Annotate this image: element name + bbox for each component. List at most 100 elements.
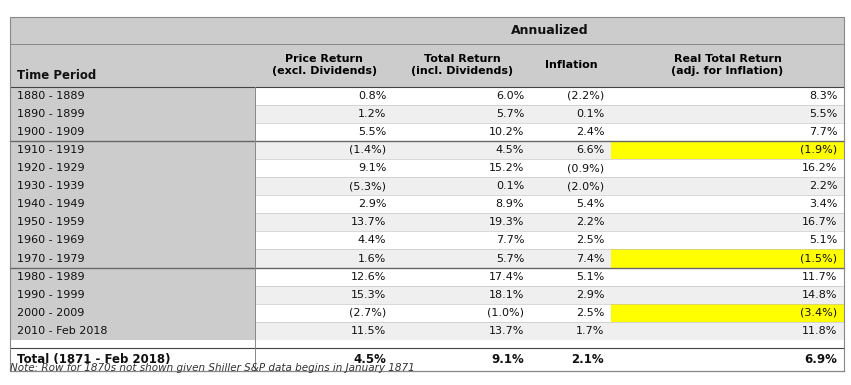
Text: 9.1%: 9.1% — [358, 163, 386, 173]
Text: 11.8%: 11.8% — [802, 326, 837, 336]
Text: 1960 - 1969: 1960 - 1969 — [17, 236, 84, 245]
Text: 2.9%: 2.9% — [358, 199, 386, 209]
Text: (1.0%): (1.0%) — [488, 308, 524, 318]
Bar — [255, 123, 844, 141]
Text: 1930 - 1939: 1930 - 1939 — [17, 181, 84, 191]
Text: 2000 - 2009: 2000 - 2009 — [17, 308, 84, 318]
Text: 18.1%: 18.1% — [488, 290, 524, 300]
Text: 1970 - 1979: 1970 - 1979 — [17, 254, 84, 263]
Text: 0.1%: 0.1% — [576, 109, 604, 119]
Text: 0.1%: 0.1% — [496, 181, 524, 191]
Text: 5.5%: 5.5% — [809, 109, 837, 119]
Bar — [611, 304, 844, 322]
Bar — [10, 87, 255, 105]
Text: (5.3%): (5.3%) — [350, 181, 386, 191]
Bar — [10, 159, 255, 177]
Text: 1980 - 1989: 1980 - 1989 — [17, 272, 84, 281]
Text: (0.9%): (0.9%) — [567, 163, 604, 173]
Text: 17.4%: 17.4% — [488, 272, 524, 281]
Bar — [255, 213, 844, 231]
Text: (3.4%): (3.4%) — [800, 308, 837, 318]
Text: 9.1%: 9.1% — [492, 353, 524, 366]
Bar — [255, 141, 844, 159]
Bar — [10, 123, 255, 141]
Text: 14.8%: 14.8% — [802, 290, 837, 300]
Text: 11.7%: 11.7% — [802, 272, 837, 281]
Bar — [10, 322, 255, 340]
Text: 19.3%: 19.3% — [488, 218, 524, 227]
Text: 1900 - 1909: 1900 - 1909 — [17, 127, 84, 137]
Bar — [10, 141, 255, 159]
Text: (1.5%): (1.5%) — [801, 254, 837, 263]
Text: 6.6%: 6.6% — [576, 145, 604, 155]
Text: 5.1%: 5.1% — [576, 272, 604, 281]
Text: 1950 - 1959: 1950 - 1959 — [17, 218, 84, 227]
Text: Note: Row for 1870s not shown given Shiller S&P data begins in January 1871: Note: Row for 1870s not shown given Shil… — [10, 363, 415, 373]
Text: 1920 - 1929: 1920 - 1929 — [17, 163, 84, 173]
Text: 1910 - 1919: 1910 - 1919 — [17, 145, 84, 155]
Text: 7.4%: 7.4% — [576, 254, 604, 263]
Text: 3.4%: 3.4% — [809, 199, 837, 209]
Text: 6.9%: 6.9% — [804, 353, 837, 366]
Text: Total (1871 - Feb 2018): Total (1871 - Feb 2018) — [17, 353, 170, 366]
Text: 4.4%: 4.4% — [358, 236, 386, 245]
Bar — [255, 304, 844, 322]
Text: Price Return
(excl. Dividends): Price Return (excl. Dividends) — [271, 54, 377, 76]
Bar — [255, 322, 844, 340]
Text: 2.5%: 2.5% — [576, 308, 604, 318]
Text: 5.4%: 5.4% — [576, 199, 604, 209]
Text: 7.7%: 7.7% — [496, 236, 524, 245]
Text: 1.6%: 1.6% — [358, 254, 386, 263]
Text: 13.7%: 13.7% — [488, 326, 524, 336]
Bar — [10, 348, 844, 371]
Bar — [255, 268, 844, 286]
Bar — [10, 231, 255, 249]
Text: (2.7%): (2.7%) — [349, 308, 386, 318]
Text: 4.5%: 4.5% — [353, 353, 386, 366]
Text: Real Total Return
(adj. for Inflation): Real Total Return (adj. for Inflation) — [671, 54, 784, 76]
Bar — [10, 268, 255, 286]
Bar — [10, 195, 255, 213]
Text: 8.9%: 8.9% — [496, 199, 524, 209]
Text: 15.3%: 15.3% — [351, 290, 386, 300]
Text: 15.2%: 15.2% — [488, 163, 524, 173]
Text: 8.3%: 8.3% — [809, 91, 837, 100]
Text: (2.0%): (2.0%) — [567, 181, 604, 191]
Text: 1.2%: 1.2% — [358, 109, 386, 119]
Text: 2.9%: 2.9% — [576, 290, 604, 300]
Text: 13.7%: 13.7% — [351, 218, 386, 227]
Text: 4.5%: 4.5% — [496, 145, 524, 155]
Text: 6.0%: 6.0% — [496, 91, 524, 100]
Text: (1.9%): (1.9%) — [800, 145, 837, 155]
Text: Time Period: Time Period — [17, 69, 96, 82]
Bar — [10, 105, 255, 123]
Bar — [255, 195, 844, 213]
Bar — [10, 213, 255, 231]
Bar — [255, 87, 844, 105]
Bar — [10, 286, 255, 304]
Text: 0.8%: 0.8% — [358, 91, 386, 100]
Bar — [10, 304, 255, 322]
Text: (2.2%): (2.2%) — [567, 91, 604, 100]
Bar — [10, 249, 255, 268]
Text: 1890 - 1899: 1890 - 1899 — [17, 109, 84, 119]
Text: 5.7%: 5.7% — [496, 254, 524, 263]
Text: 16.7%: 16.7% — [802, 218, 837, 227]
Text: (1.4%): (1.4%) — [349, 145, 386, 155]
Bar — [611, 141, 844, 159]
Text: 7.7%: 7.7% — [809, 127, 837, 137]
Text: 1880 - 1889: 1880 - 1889 — [17, 91, 84, 100]
Text: 1940 - 1949: 1940 - 1949 — [17, 199, 84, 209]
Text: 12.6%: 12.6% — [351, 272, 386, 281]
Text: 2.2%: 2.2% — [576, 218, 604, 227]
Bar — [255, 286, 844, 304]
Bar — [255, 159, 844, 177]
Text: 11.5%: 11.5% — [351, 326, 386, 336]
Text: 2.2%: 2.2% — [809, 181, 837, 191]
Text: 16.2%: 16.2% — [802, 163, 837, 173]
Bar — [10, 177, 255, 195]
Text: 1990 - 1999: 1990 - 1999 — [17, 290, 84, 300]
Bar — [255, 105, 844, 123]
Text: Annualized: Annualized — [511, 24, 589, 37]
Text: 5.7%: 5.7% — [496, 109, 524, 119]
